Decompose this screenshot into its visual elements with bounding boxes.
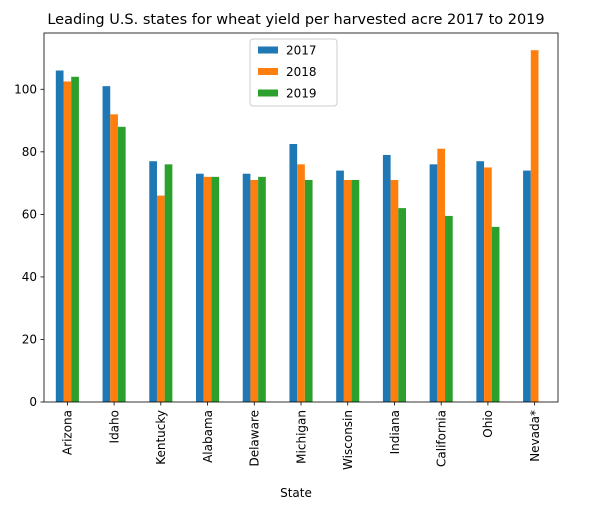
legend-label: 2018 — [286, 65, 317, 79]
bar-2017-kentucky — [149, 161, 157, 402]
bar-2017-delaware — [242, 173, 251, 402]
bar-2018-california — [437, 148, 446, 402]
x-tick-label: Nevada* — [528, 410, 542, 462]
bar-2019-ohio — [491, 226, 500, 402]
bar-2019-kentucky — [164, 164, 173, 402]
plot-frame — [43, 32, 559, 403]
y-tick-label: 40 — [22, 270, 37, 284]
x-tick-label: Kentucky — [154, 410, 168, 465]
bar-2019-california — [445, 215, 453, 402]
x-tick-label: Wisconsin — [341, 410, 355, 470]
bar-2019-wisconsin — [351, 179, 360, 402]
legend-box — [249, 38, 338, 107]
x-tick-label: Alabama — [201, 410, 215, 463]
y-axis: 0 20 40 60 80 100 — [14, 82, 44, 409]
bar-2019-michigan — [304, 179, 313, 402]
bar-2018-kentucky — [156, 195, 165, 402]
bar-2018-indiana — [390, 179, 399, 402]
bar-2017-california — [429, 164, 438, 402]
bar-2017-idaho — [102, 86, 111, 402]
legend-swatch — [258, 89, 278, 97]
x-tick-label: California — [434, 410, 448, 467]
bar-2018-wisconsin — [343, 179, 352, 402]
bar-2019-delaware — [258, 176, 266, 402]
bar-2017-wisconsin — [336, 170, 344, 402]
bar-2017-indiana — [382, 154, 391, 402]
y-tick-label: 0 — [29, 395, 37, 409]
bar-2018-michigan — [297, 164, 305, 402]
bar-2019-idaho — [117, 126, 126, 402]
x-tick-label: Michigan — [294, 410, 308, 464]
x-axis-title: State — [280, 486, 312, 500]
x-tick-label: Idaho — [107, 410, 121, 443]
x-tick-label: Indiana — [388, 410, 402, 454]
legend-label: 2019 — [286, 86, 317, 100]
bar-2017-arizona — [55, 70, 64, 402]
bar-2019-indiana — [398, 208, 406, 402]
bars-group — [55, 50, 539, 402]
bar-2017-alabama — [196, 173, 204, 402]
x-axis: Arizona Idaho Kentucky Alabama Delaware Michi… — [61, 402, 542, 470]
bar-2019-arizona — [71, 76, 79, 402]
bar-2018-alabama — [203, 176, 212, 402]
bar-2018-delaware — [250, 179, 259, 402]
x-tick-label: Ohio — [481, 410, 495, 438]
legend-swatch — [258, 68, 278, 75]
bar-2018-nevada — [530, 50, 539, 402]
bar-2017-michigan — [289, 144, 298, 402]
y-tick-label: 80 — [22, 145, 37, 159]
x-tick-label: Delaware — [248, 410, 262, 467]
legend-label: 2017 — [286, 43, 317, 57]
bar-2018-arizona — [63, 81, 72, 402]
y-tick-label: 100 — [14, 82, 37, 96]
x-tick-label: Arizona — [61, 410, 75, 455]
chart-title: Leading U.S. states for wheat yield per … — [47, 12, 544, 28]
bar-2019-alabama — [211, 176, 220, 402]
legend-swatch — [258, 46, 278, 54]
y-tick-label: 20 — [22, 333, 37, 347]
bar-2017-nevada — [523, 170, 531, 402]
legend: 2017 2018 2019 — [249, 38, 338, 107]
bar-2018-ohio — [484, 167, 492, 402]
bar-2018-idaho — [110, 114, 118, 402]
bar-2017-ohio — [476, 161, 485, 402]
y-tick-label: 60 — [22, 208, 37, 222]
